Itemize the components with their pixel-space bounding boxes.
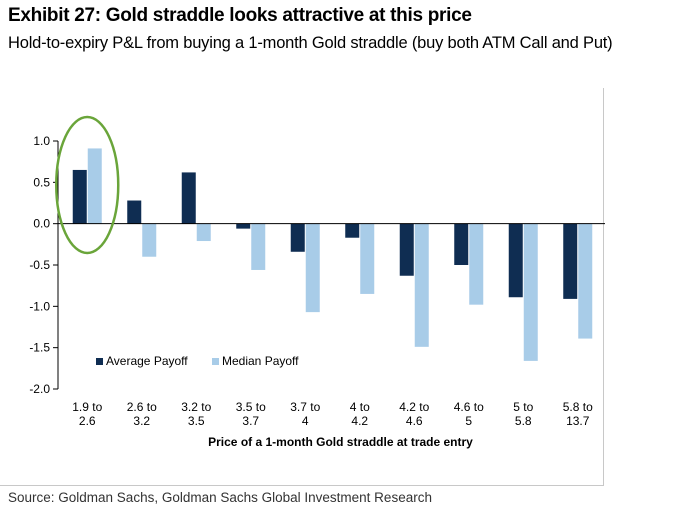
y-tick-label: -2.0 — [29, 382, 50, 396]
bar-median-5 — [360, 223, 375, 294]
x-axis-label: Price of a 1-month Gold straddle at trad… — [208, 435, 473, 449]
bar-average-8 — [508, 223, 523, 298]
x-tick-label: 3.2 to — [181, 400, 211, 414]
x-tick-label: 4.2 — [351, 414, 368, 428]
x-tick-label: 5.8 to — [563, 400, 593, 414]
bars — [72, 148, 593, 361]
y-tick-label: -0.5 — [29, 258, 50, 272]
x-tick-label: 4.6 to — [454, 400, 484, 414]
bar-median-2 — [196, 223, 211, 242]
x-tick-label: 4 — [302, 414, 309, 428]
x-tick-label: 4 to — [350, 400, 370, 414]
chart-subtitle: Hold-to-expiry P&L from buying a 1-month… — [8, 34, 613, 52]
y-tick-label: 1.0 — [33, 134, 50, 148]
bar-median-8 — [523, 223, 538, 361]
legend-label: Median Payoff — [222, 354, 299, 368]
bar-median-3 — [251, 223, 266, 270]
bar-average-2 — [181, 172, 196, 224]
y-tick-label: 0.5 — [33, 175, 50, 189]
bar-average-3 — [236, 223, 251, 229]
bar-median-1 — [142, 223, 157, 257]
x-tick-label: 3.7 — [242, 414, 259, 428]
x-tick-label: 3.5 — [188, 414, 205, 428]
bar-average-6 — [399, 223, 414, 276]
x-tick-label: 3.5 to — [236, 400, 266, 414]
y-tick-label: -1.0 — [29, 299, 50, 313]
bar-average-9 — [563, 223, 578, 299]
highlight-ellipse — [55, 115, 120, 255]
legend-swatch — [96, 358, 103, 365]
x-tick-label: 1.9 to — [72, 400, 102, 414]
legend: Average Payoff Median Payoff — [96, 354, 299, 368]
legend-swatch — [212, 358, 219, 365]
y-tick-label: 0.0 — [33, 217, 50, 231]
x-tick-label: 2.6 to — [127, 400, 157, 414]
chart-frame — [0, 88, 604, 486]
x-tick-label: 3.2 — [133, 414, 150, 428]
bar-average-4 — [290, 223, 305, 252]
bar-median-6 — [414, 223, 429, 347]
x-axis-categories: 1.9 to2.6 2.6 to3.2 3.2 to3.5 3.5 to3.7 3.7 … — [72, 400, 593, 428]
source-note: Source: Goldman Sachs, Goldman Sachs Glo… — [8, 490, 432, 505]
x-tick-label: 5 to — [513, 400, 533, 414]
chart-title: Exhibit 27: Gold straddle looks attracti… — [8, 5, 472, 26]
bar-median-4 — [305, 223, 320, 313]
x-tick-label: 4.2 to — [399, 400, 429, 414]
bar-average-5 — [345, 223, 360, 238]
x-tick-label: 2.6 — [79, 414, 96, 428]
bar-median-9 — [578, 223, 593, 339]
x-tick-label: 4.6 — [406, 414, 423, 428]
bar-average-7 — [454, 223, 469, 265]
y-axis: 1.0 0.5 0.0 -0.5 -1.0 -1.5 -2.0 — [29, 134, 59, 396]
bar-average-1 — [127, 200, 142, 224]
x-tick-label: 13.7 — [566, 414, 590, 428]
y-tick-label: -1.5 — [29, 341, 50, 355]
bar-median-0 — [87, 148, 102, 224]
x-tick-label: 5 — [465, 414, 472, 428]
x-tick-label: 5.8 — [515, 414, 532, 428]
x-tick-label: 3.7 to — [290, 400, 320, 414]
bar-average-0 — [72, 169, 87, 224]
bar-median-7 — [469, 223, 484, 305]
bar-chart: 1.0 0.5 0.0 -0.5 -1.0 -1.5 -2.0 1.9 to2.6 2.6 t… — [29, 115, 605, 449]
legend-label: Average Payoff — [106, 354, 188, 368]
